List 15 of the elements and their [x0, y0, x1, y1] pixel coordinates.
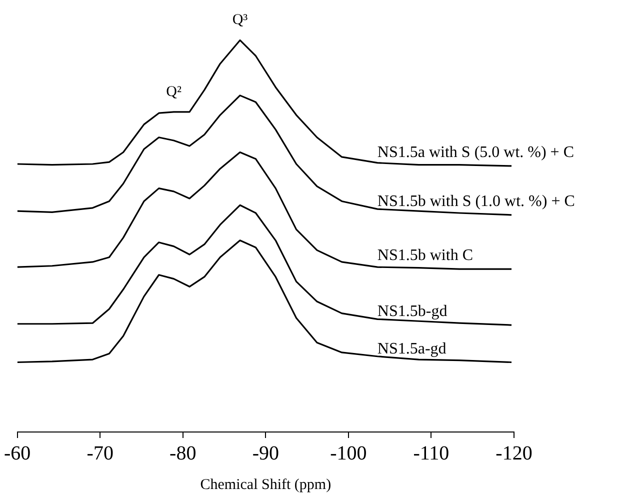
annotation: Q³ [232, 12, 248, 28]
x-tick-label: -110 [413, 442, 450, 464]
x-tick-label: -100 [330, 442, 367, 464]
x-tick-label: -70 [86, 442, 114, 464]
x-tick-label: -120 [496, 442, 532, 464]
x-tick-label: -60 [4, 442, 31, 464]
series-label: NS1.5b with C [377, 247, 473, 264]
series-label: NS1.5a with S (5.0 wt. %) + C [377, 144, 574, 161]
x-tick-label: -90 [252, 442, 279, 464]
series-label: NS1.5a-gd [377, 340, 446, 358]
series-label: NS1.5b with S (1.0 wt. %) + C [377, 192, 575, 210]
annotation: Q² [166, 84, 182, 100]
series-label: NS1.5b-gd [377, 303, 448, 320]
x-tick-label: -80 [170, 442, 196, 464]
x-axis-title: Chemical Shift (ppm) [200, 476, 332, 493]
